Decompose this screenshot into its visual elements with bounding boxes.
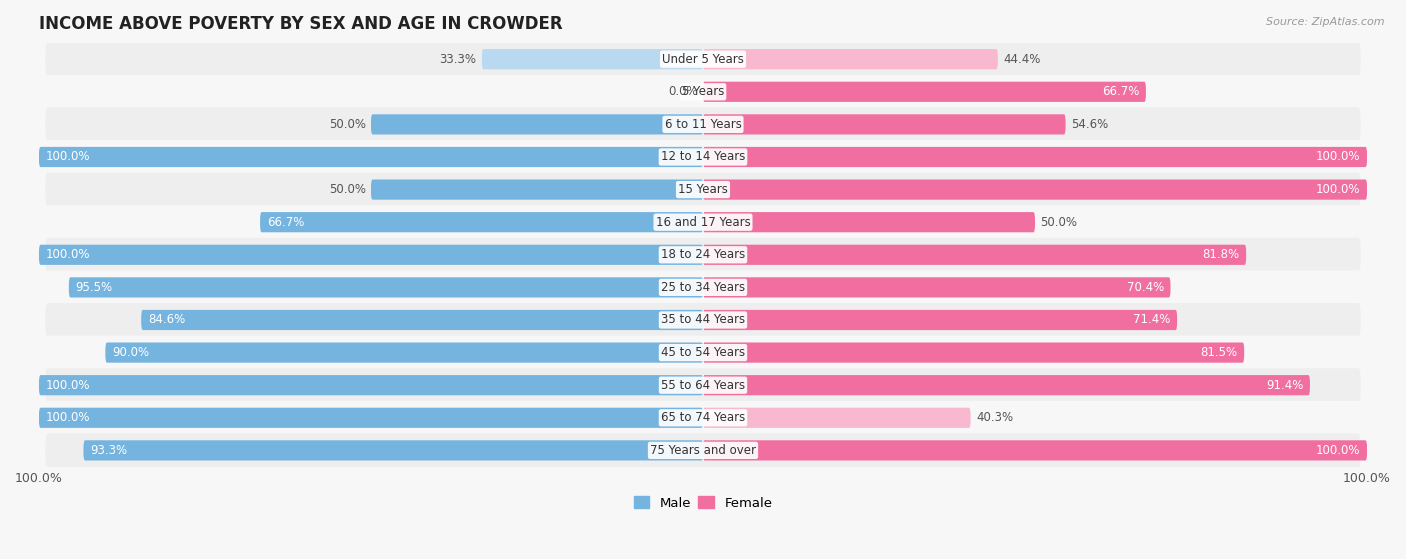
FancyBboxPatch shape [105, 343, 703, 363]
FancyBboxPatch shape [703, 179, 1367, 200]
FancyBboxPatch shape [45, 173, 1361, 206]
FancyBboxPatch shape [703, 440, 1367, 461]
FancyBboxPatch shape [45, 42, 1361, 76]
FancyBboxPatch shape [141, 310, 703, 330]
FancyBboxPatch shape [39, 375, 703, 395]
FancyBboxPatch shape [39, 245, 703, 265]
Text: 95.5%: 95.5% [76, 281, 112, 294]
Text: 55 to 64 Years: 55 to 64 Years [661, 378, 745, 392]
FancyBboxPatch shape [703, 310, 1177, 330]
FancyBboxPatch shape [703, 375, 1310, 395]
Text: 66.7%: 66.7% [1102, 86, 1139, 98]
FancyBboxPatch shape [45, 368, 1361, 402]
FancyBboxPatch shape [83, 440, 703, 461]
Text: 18 to 24 Years: 18 to 24 Years [661, 248, 745, 261]
FancyBboxPatch shape [703, 343, 1244, 363]
Text: Source: ZipAtlas.com: Source: ZipAtlas.com [1267, 17, 1385, 27]
Text: 100.0%: 100.0% [45, 378, 90, 392]
FancyBboxPatch shape [45, 303, 1361, 337]
FancyBboxPatch shape [703, 49, 998, 69]
Text: 16 and 17 Years: 16 and 17 Years [655, 216, 751, 229]
FancyBboxPatch shape [371, 114, 703, 135]
FancyBboxPatch shape [45, 75, 1361, 109]
Text: 50.0%: 50.0% [1040, 216, 1077, 229]
Text: Under 5 Years: Under 5 Years [662, 53, 744, 66]
FancyBboxPatch shape [45, 401, 1361, 435]
FancyBboxPatch shape [45, 433, 1361, 467]
FancyBboxPatch shape [703, 114, 1066, 135]
Text: 71.4%: 71.4% [1133, 314, 1171, 326]
Text: 25 to 34 Years: 25 to 34 Years [661, 281, 745, 294]
Text: 100.0%: 100.0% [1316, 183, 1361, 196]
Text: 15 Years: 15 Years [678, 183, 728, 196]
FancyBboxPatch shape [45, 238, 1361, 272]
Text: 44.4%: 44.4% [1002, 53, 1040, 66]
Text: 6 to 11 Years: 6 to 11 Years [665, 118, 741, 131]
FancyBboxPatch shape [45, 107, 1361, 141]
Text: 35 to 44 Years: 35 to 44 Years [661, 314, 745, 326]
FancyBboxPatch shape [45, 271, 1361, 304]
Text: 45 to 54 Years: 45 to 54 Years [661, 346, 745, 359]
Text: 5 Years: 5 Years [682, 86, 724, 98]
FancyBboxPatch shape [703, 245, 1246, 265]
FancyBboxPatch shape [371, 179, 703, 200]
Text: 84.6%: 84.6% [148, 314, 186, 326]
Text: 91.4%: 91.4% [1265, 378, 1303, 392]
FancyBboxPatch shape [45, 205, 1361, 239]
Text: 33.3%: 33.3% [440, 53, 477, 66]
Text: 100.0%: 100.0% [45, 150, 90, 163]
Text: 54.6%: 54.6% [1071, 118, 1108, 131]
Text: 70.4%: 70.4% [1126, 281, 1164, 294]
FancyBboxPatch shape [703, 147, 1367, 167]
Text: 81.5%: 81.5% [1201, 346, 1237, 359]
Text: 93.3%: 93.3% [90, 444, 127, 457]
Text: 50.0%: 50.0% [329, 118, 366, 131]
Text: 40.3%: 40.3% [976, 411, 1014, 424]
Text: 100.0%: 100.0% [1316, 444, 1361, 457]
Text: 66.7%: 66.7% [267, 216, 304, 229]
FancyBboxPatch shape [39, 408, 703, 428]
Text: 100.0%: 100.0% [1316, 150, 1361, 163]
Text: 90.0%: 90.0% [112, 346, 149, 359]
Text: 81.8%: 81.8% [1202, 248, 1240, 261]
FancyBboxPatch shape [703, 277, 1171, 297]
FancyBboxPatch shape [703, 212, 1035, 233]
Text: 0.0%: 0.0% [668, 86, 697, 98]
FancyBboxPatch shape [703, 408, 970, 428]
FancyBboxPatch shape [45, 140, 1361, 174]
FancyBboxPatch shape [69, 277, 703, 297]
FancyBboxPatch shape [39, 147, 703, 167]
Text: INCOME ABOVE POVERTY BY SEX AND AGE IN CROWDER: INCOME ABOVE POVERTY BY SEX AND AGE IN C… [39, 15, 562, 33]
Text: 100.0%: 100.0% [45, 411, 90, 424]
FancyBboxPatch shape [703, 82, 1146, 102]
Text: 12 to 14 Years: 12 to 14 Years [661, 150, 745, 163]
Text: 100.0%: 100.0% [45, 248, 90, 261]
Text: 75 Years and over: 75 Years and over [650, 444, 756, 457]
FancyBboxPatch shape [482, 49, 703, 69]
Legend: Male, Female: Male, Female [628, 491, 778, 515]
Text: 65 to 74 Years: 65 to 74 Years [661, 411, 745, 424]
FancyBboxPatch shape [45, 335, 1361, 369]
FancyBboxPatch shape [260, 212, 703, 233]
Text: 50.0%: 50.0% [329, 183, 366, 196]
